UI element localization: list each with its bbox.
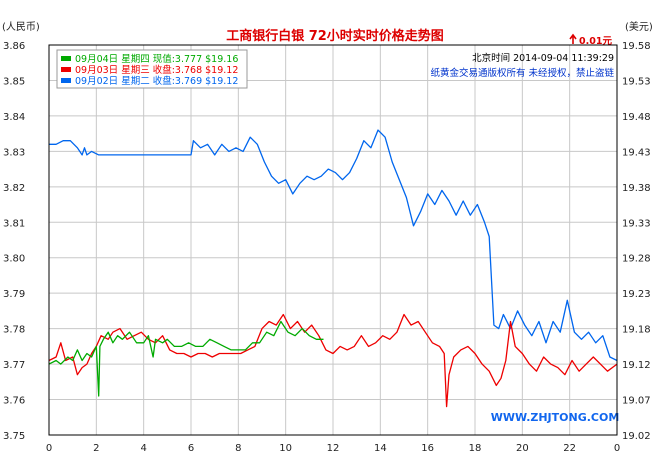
y2-tick-label: 19.02 — [622, 431, 651, 442]
y2-tick-label: 19.53 — [622, 76, 651, 87]
grid-lines — [48, 44, 618, 436]
legend-swatch — [61, 56, 71, 61]
y-tick-label: 3.76 — [3, 396, 25, 407]
x-tick-label: 12 — [327, 443, 340, 454]
legend-entry: 09月03日 星期三 收盘:3.768 $19.12 — [75, 64, 238, 76]
x-tick-label: 10 — [279, 443, 292, 454]
x-tick-label: 8 — [235, 443, 241, 454]
y-tick-label: 3.78 — [3, 325, 25, 336]
right-axis-unit: (美元) — [625, 20, 653, 33]
y-tick-label: 3.84 — [3, 112, 25, 123]
y2-tick-label: 19.23 — [622, 289, 651, 300]
x-tick-label: 0 — [46, 443, 52, 454]
x-tick-label: 14 — [374, 443, 387, 454]
series-line — [48, 313, 618, 408]
x-tick-label: 0 — [614, 443, 620, 454]
y2-tick-label: 19.12 — [622, 360, 651, 371]
watermark: WWW.ZHJTONG.COM — [491, 411, 620, 424]
x-tick-label: 4 — [140, 443, 146, 454]
change-label: 0.01元 — [579, 36, 612, 47]
x-tick-label: 2 — [93, 443, 99, 454]
x-tick-label: 20 — [516, 443, 529, 454]
y-tick-label: 3.81 — [3, 218, 25, 229]
y2-tick-label: 19.28 — [622, 254, 651, 265]
left-axis-unit: (人民币) — [2, 21, 40, 33]
x-tick-label: 22 — [563, 443, 576, 454]
x-tick-label: 6 — [188, 443, 194, 454]
y-tick-label: 3.83 — [3, 147, 25, 158]
axis-ticks: 3.86 19.58 3.85 19.53 3.84 19.48 3.83 19.43 3.82… — [3, 41, 651, 454]
series-line — [49, 129, 618, 362]
change-indicator: 0.01元 — [569, 33, 612, 47]
legend-entry: 09月02日 星期二 收盘:3.769 $19.12 — [75, 75, 238, 87]
y2-tick-label: 19.07 — [622, 396, 651, 407]
series-line — [48, 320, 324, 397]
y-tick-label: 3.85 — [3, 76, 25, 87]
y2-tick-label: 19.38 — [622, 183, 651, 194]
legend-box — [56, 49, 248, 89]
y2-tick-label: 19.43 — [622, 147, 651, 158]
y2-tick-label: 19.58 — [622, 41, 651, 52]
legend-entry: 09月04日 星期四 现值:3.777 $19.16 — [75, 53, 238, 65]
series-lines — [48, 129, 618, 408]
y-tick-label: 3.80 — [3, 254, 25, 265]
y-tick-label: 3.86 — [3, 41, 25, 52]
y-tick-label: 3.82 — [3, 183, 25, 194]
legend-swatch — [61, 67, 71, 72]
y-tick-label: 3.75 — [3, 431, 25, 442]
y2-tick-label: 19.48 — [622, 112, 651, 123]
y2-tick-label: 19.18 — [622, 325, 651, 336]
copyright-notice: 纸黄金交易通版权所有 未经授权，禁止盗链 — [430, 67, 614, 79]
timestamp: 北京时间 2014-09-04 11:39:29 — [472, 52, 614, 64]
y2-tick-label: 19.33 — [622, 218, 651, 229]
x-tick-label: 16 — [421, 443, 434, 454]
y-tick-label: 3.77 — [3, 360, 25, 371]
chart-title: 工商银行白银 72小时实时价格走势图 — [226, 28, 444, 44]
plot-frame — [48, 44, 618, 436]
y-tick-label: 3.79 — [3, 289, 25, 300]
arrow-up-icon — [569, 33, 577, 44]
x-tick-label: 18 — [469, 443, 482, 454]
legend-swatch — [61, 78, 71, 83]
